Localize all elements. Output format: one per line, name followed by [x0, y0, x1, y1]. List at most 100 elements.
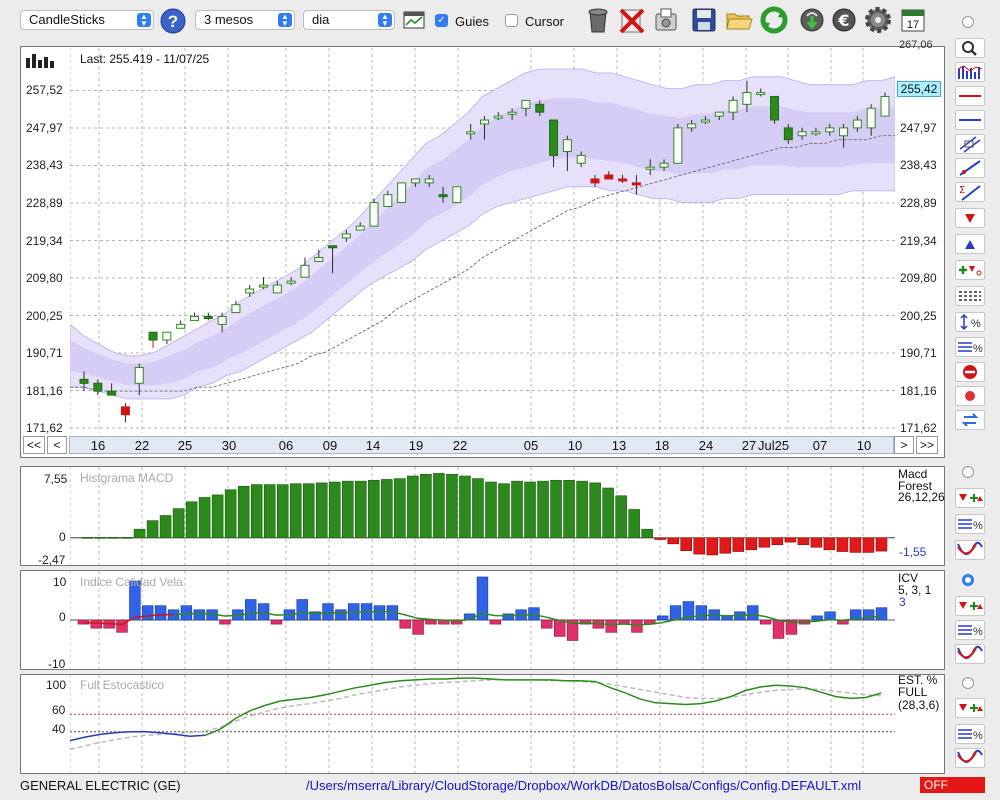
icv-panel-radio[interactable] [962, 574, 974, 586]
macd-bar [237, 486, 250, 539]
red-line-button[interactable] [955, 86, 985, 106]
nav-first-button[interactable]: << [23, 436, 45, 454]
icv-bar [605, 619, 617, 633]
macd-bar [615, 495, 627, 539]
stoch-signals-button[interactable] [955, 698, 985, 718]
nav-prev-button[interactable]: < [47, 436, 67, 454]
save-icon[interactable] [690, 6, 718, 34]
candle [604, 171, 614, 180]
macd-bar [537, 480, 549, 539]
macd-panel-radio[interactable] [962, 466, 974, 478]
macd-bar [81, 537, 94, 539]
candle-body [797, 131, 807, 137]
percent-lines-button[interactable]: % [955, 337, 985, 357]
icv-levels-button[interactable]: % [955, 620, 985, 640]
candle-body [424, 178, 434, 184]
percent-scale-button[interactable]: % [955, 312, 985, 332]
candle [410, 178, 420, 187]
y-tick-right: 228,89 [900, 195, 937, 210]
macd-bar [485, 481, 497, 539]
candle-body [383, 194, 393, 207]
macd-plot-area[interactable] [69, 467, 895, 565]
sync-button[interactable] [955, 410, 985, 430]
buy-arrow-button[interactable] [955, 234, 985, 254]
calendar-icon[interactable]: 17 [899, 6, 927, 34]
macd-signals-button[interactable] [955, 488, 985, 508]
icv-bar [154, 605, 167, 621]
macd-bar [133, 528, 146, 539]
icv-legend-params: 5, 3, 1 [898, 583, 932, 597]
candle [631, 175, 641, 195]
cursor-label: Cursor [525, 14, 565, 29]
delete-icon[interactable] [618, 6, 646, 34]
time-scrollbar[interactable] [69, 436, 894, 454]
sell-arrow-button[interactable] [955, 208, 985, 228]
x-tick-label: 30 [221, 438, 237, 453]
svg-text:%: % [973, 520, 983, 532]
percent-lines-icon: % [958, 342, 983, 355]
guides-checkbox[interactable]: ✓ [435, 14, 448, 27]
trendline-button[interactable] [955, 158, 985, 178]
icv-bar [257, 603, 270, 621]
y-tick-left: 219,34 [26, 233, 63, 248]
candle-body [369, 202, 379, 227]
icv-signals-button[interactable] [955, 596, 985, 616]
macd-curve-button[interactable] [955, 540, 985, 560]
download-icon[interactable] [798, 6, 826, 34]
record-button[interactable] [955, 386, 985, 406]
stop-button[interactable] [955, 362, 985, 382]
interval-select[interactable]: dia ▲ ▼ [303, 10, 395, 30]
candle-body [742, 92, 752, 105]
macd-levels-button[interactable]: % [955, 514, 985, 534]
candle-body [852, 119, 862, 129]
nav-next-button[interactable]: > [894, 436, 914, 454]
icv-bar [412, 619, 424, 635]
percent-lines-icon: % [958, 729, 983, 742]
svg-text:%: % [973, 626, 983, 638]
gear-icon[interactable] [864, 6, 892, 34]
icv-plot-area[interactable] [69, 571, 895, 669]
icv-legend-name: ICV [898, 571, 919, 585]
sigma-icon: Σ [959, 185, 981, 201]
bollinger-inner-band [70, 98, 895, 386]
stoch-legend-name: EST. % FULL [898, 673, 938, 699]
refresh-icon[interactable] [760, 6, 788, 34]
price-panel-radio[interactable] [962, 16, 974, 28]
chart-settings-icon[interactable] [403, 10, 425, 30]
icv-curve-button[interactable] [955, 644, 985, 664]
price-plot-area[interactable] [69, 48, 896, 433]
stochastic-plot-area[interactable] [69, 675, 895, 773]
macd-bar [719, 537, 732, 554]
chart-type-select[interactable]: CandleSticks ▲ ▼ [20, 10, 154, 30]
x-tick-label: 18 [654, 438, 670, 453]
macd-bar [771, 537, 784, 545]
channel-button[interactable] [955, 134, 985, 154]
nav-last-button[interactable]: >> [916, 436, 938, 454]
stoch-slow-line [69, 679, 882, 751]
export-icon[interactable] [652, 6, 680, 34]
indicator-overlay-button[interactable] [955, 62, 985, 82]
candle-body [176, 323, 186, 329]
x-tick-label: 14 [365, 438, 381, 453]
zoom-button[interactable] [955, 38, 985, 58]
stoch-levels-button[interactable]: % [955, 724, 985, 744]
macd-bar [329, 481, 341, 539]
stoch-curve-button[interactable] [955, 748, 985, 768]
currency-icon[interactable]: € [830, 6, 858, 34]
svg-text:?: ? [168, 12, 178, 31]
help-icon[interactable]: ? [160, 8, 186, 34]
trash-icon[interactable] [584, 6, 612, 34]
fibonacci-button[interactable]: Σ [955, 182, 985, 202]
cursor-checkbox[interactable] [505, 14, 518, 27]
open-folder-icon[interactable] [725, 6, 753, 34]
stochastic-panel-radio[interactable] [962, 677, 974, 689]
blue-line-button[interactable] [955, 110, 985, 130]
grid-lines-button[interactable] [955, 286, 985, 306]
period-select[interactable]: 3 mesos ▲ ▼ [195, 10, 295, 30]
candle-body [245, 288, 255, 294]
status-off-badge[interactable]: OFF [920, 777, 985, 793]
x-tick-label: 19 [408, 438, 424, 453]
candle-body [604, 174, 614, 180]
add-signal-button[interactable] [955, 260, 985, 280]
config-path-link[interactable]: /Users/mserra/Library/CloudStorage/Dropb… [306, 778, 862, 793]
